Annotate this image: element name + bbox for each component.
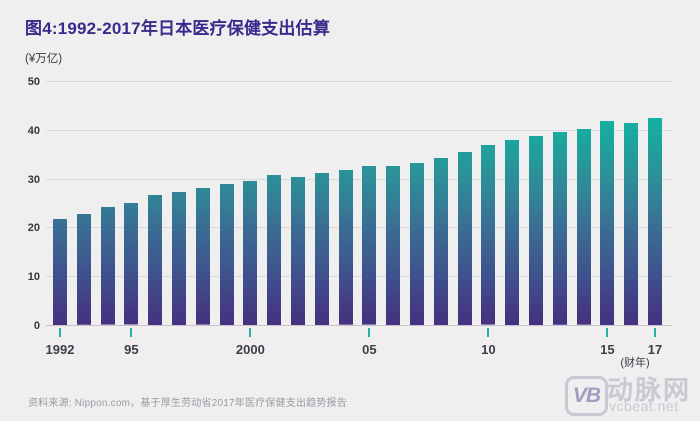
bar-2002 (291, 176, 305, 325)
bar-2004 (338, 170, 353, 325)
x-axis-tick-label: 17 (647, 342, 663, 357)
x-axis-tick-2017 (654, 328, 656, 337)
bar-1997 (172, 191, 186, 325)
source-attribution: 资料来源: Nippon.com，基于厚生劳动省2017年医疗保健支出趋势报告 (28, 398, 347, 409)
y-axis-tick-label: 50 (27, 75, 40, 88)
bar-2014 (576, 129, 591, 325)
bar-2016 (624, 122, 639, 325)
bar-2013 (552, 132, 567, 325)
vb-logo-icon: VB (565, 376, 608, 416)
bar-2006 (386, 165, 401, 325)
y-axis-tick-label: 30 (27, 173, 40, 186)
bar-2015 (600, 121, 615, 325)
x-axis-tick-2010 (487, 328, 490, 337)
x-axis-tick-2005 (368, 328, 371, 337)
bar-2003 (314, 172, 329, 325)
x-axis-tick-label: 1992 (45, 342, 75, 357)
watermark-brand-name: 动脉网 (607, 375, 692, 405)
bar-2000 (243, 180, 258, 325)
gridline-y-30 (46, 179, 672, 180)
y-axis-tick-label: 0 (33, 319, 40, 332)
gridline-y-0 (46, 325, 672, 326)
x-axis-tick-label: 2000 (235, 342, 265, 357)
y-axis-unit-label: (¥万亿) (25, 53, 63, 65)
x-axis-tick-2015 (606, 328, 609, 337)
y-axis-tick-label: 40 (27, 124, 40, 137)
gridline-y-50 (46, 81, 672, 82)
bar-2011 (505, 139, 520, 325)
x-axis-tick-1992 (59, 328, 61, 337)
x-axis-tick-label: 10 (481, 342, 496, 357)
x-axis-tick-label: 15 (600, 342, 615, 357)
x-axis-unit-label: (财年) (620, 357, 650, 369)
vb-logo-letters: VB (572, 384, 601, 407)
x-axis-tick-2000 (249, 328, 252, 337)
y-axis-tick-label: 10 (27, 270, 40, 283)
y-axis-tick-label: 20 (27, 221, 40, 234)
bar-1992 (53, 218, 67, 325)
x-axis-tick-label: 05 (362, 342, 377, 357)
x-axis-tick-label: 95 (124, 342, 139, 357)
bar-1993 (76, 214, 91, 325)
bar-2009 (457, 151, 472, 325)
bar-2007 (410, 162, 424, 325)
page-title: 图4:1992-2017年日本医疗保健支出估算 (25, 19, 331, 38)
bar-2012 (529, 135, 543, 325)
watermark-site-url: vcbeat.net (609, 398, 679, 414)
bar-1995 (124, 203, 139, 325)
bar-1998 (195, 188, 210, 325)
bar-2008 (433, 157, 448, 325)
bar-1996 (148, 194, 163, 325)
gridline-y-40 (46, 130, 672, 131)
bar-2010 (481, 145, 496, 325)
bar-2001 (267, 174, 282, 325)
gridline-y-10 (46, 276, 672, 277)
bar-2005 (362, 166, 377, 325)
gridline-y-20 (46, 227, 672, 228)
bar-1994 (100, 207, 115, 325)
bar-1999 (219, 183, 234, 325)
vcbeat-watermark-logo: VB 动脉网 vcbeat.net (565, 374, 695, 418)
bar-2017 (648, 117, 662, 325)
x-axis-tick-1995 (130, 328, 133, 337)
